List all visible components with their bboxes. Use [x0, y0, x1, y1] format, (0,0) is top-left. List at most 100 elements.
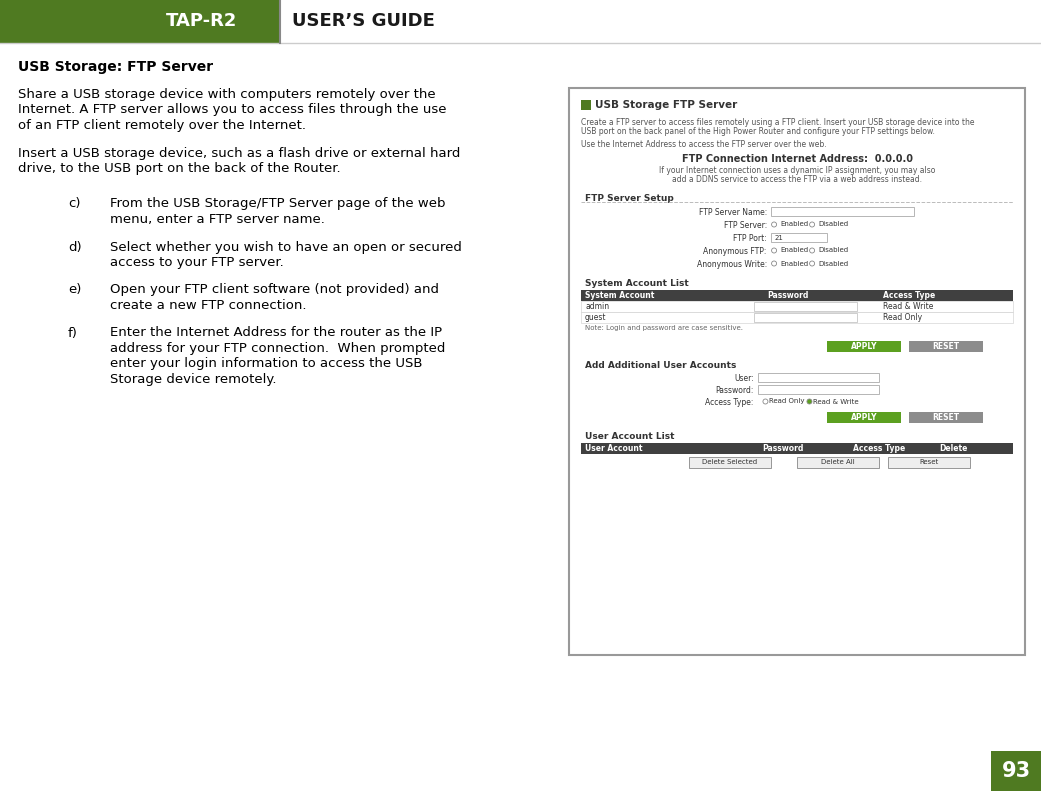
Text: USB port on the back panel of the High Power Router and configure your FTP setti: USB port on the back panel of the High P… — [581, 127, 935, 136]
Text: create a new FTP connection.: create a new FTP connection. — [110, 299, 306, 312]
Text: of an FTP client remotely over the Internet.: of an FTP client remotely over the Inter… — [18, 119, 306, 132]
Text: Password: Password — [767, 291, 808, 300]
Text: Access Type: Access Type — [884, 291, 936, 300]
Bar — [581, 301, 1013, 312]
Bar — [0, 0, 280, 43]
Text: menu, enter a FTP server name.: menu, enter a FTP server name. — [110, 213, 325, 226]
Text: USER’S GUIDE: USER’S GUIDE — [291, 13, 435, 31]
Circle shape — [771, 261, 777, 266]
Text: Anonymous FTP:: Anonymous FTP: — [704, 247, 767, 256]
Bar — [754, 313, 858, 322]
Text: e): e) — [68, 283, 81, 297]
Text: Delete Selected: Delete Selected — [703, 460, 758, 465]
Text: FTP Server Setup: FTP Server Setup — [585, 194, 674, 203]
Bar — [828, 341, 900, 352]
Text: Read & Write: Read & Write — [884, 302, 934, 311]
Text: Create a FTP server to access files remotely using a FTP client. Insert your USB: Create a FTP server to access files remo… — [581, 118, 974, 127]
Circle shape — [763, 399, 768, 404]
Text: guest: guest — [585, 313, 607, 322]
Bar — [0, 0, 1041, 43]
Text: Insert a USB storage device, such as a flash drive or external hard: Insert a USB storage device, such as a f… — [18, 146, 460, 160]
Text: f): f) — [68, 327, 78, 339]
Text: Internet. A FTP server allows you to access files through the use: Internet. A FTP server allows you to acc… — [18, 104, 447, 116]
Text: FTP Port:: FTP Port: — [733, 234, 767, 243]
Bar — [797, 457, 879, 468]
Text: Read & Write: Read & Write — [813, 399, 859, 404]
Text: Password:: Password: — [715, 386, 754, 395]
Bar — [828, 412, 900, 423]
Bar — [754, 302, 858, 311]
Circle shape — [771, 248, 777, 253]
Text: d): d) — [68, 240, 81, 253]
Text: User Account List: User Account List — [585, 432, 675, 441]
Bar — [581, 100, 591, 110]
Text: Disabled: Disabled — [818, 248, 848, 253]
Text: 93: 93 — [1001, 761, 1031, 781]
Text: Note: Login and password are case sensitive.: Note: Login and password are case sensit… — [585, 325, 743, 331]
Text: USB Storage: FTP Server: USB Storage: FTP Server — [18, 60, 213, 74]
Text: From the USB Storage/FTP Server page of the web: From the USB Storage/FTP Server page of … — [110, 198, 446, 210]
Text: TAP-R2: TAP-R2 — [166, 13, 237, 31]
Text: Access Type: Access Type — [854, 444, 906, 453]
Text: Enabled: Enabled — [780, 260, 808, 267]
Text: RESET: RESET — [933, 413, 960, 422]
Text: Reset: Reset — [919, 460, 938, 465]
Bar — [758, 385, 879, 394]
Bar — [758, 373, 879, 382]
Bar — [569, 88, 1025, 655]
Text: Access Type:: Access Type: — [706, 398, 754, 407]
Text: Enabled: Enabled — [780, 248, 808, 253]
Text: Read Only: Read Only — [769, 399, 805, 404]
Text: FTP Connection Internet Address:  0.0.0.0: FTP Connection Internet Address: 0.0.0.0 — [682, 154, 913, 164]
Text: Enabled: Enabled — [780, 221, 808, 228]
Text: Use the Internet Address to access the FTP server over the web.: Use the Internet Address to access the F… — [581, 140, 827, 149]
Text: Disabled: Disabled — [818, 260, 848, 267]
Text: USB Storage FTP Server: USB Storage FTP Server — [595, 100, 737, 110]
Bar — [888, 457, 970, 468]
Text: add a DDNS service to access the FTP via a web address instead.: add a DDNS service to access the FTP via… — [672, 175, 922, 184]
Text: enter your login information to access the USB: enter your login information to access t… — [110, 358, 423, 370]
Text: Open your FTP client software (not provided) and: Open your FTP client software (not provi… — [110, 283, 439, 297]
Text: 21: 21 — [775, 234, 783, 240]
Text: Delete All: Delete All — [821, 460, 855, 465]
Bar — [771, 207, 914, 216]
Text: System Account: System Account — [585, 291, 655, 300]
Text: Select whether you wish to have an open or secured: Select whether you wish to have an open … — [110, 240, 462, 253]
Text: Add Additional User Accounts: Add Additional User Accounts — [585, 361, 736, 370]
Circle shape — [810, 222, 814, 227]
Text: access to your FTP server.: access to your FTP server. — [110, 256, 284, 269]
Text: Password: Password — [762, 444, 804, 453]
Text: User:: User: — [734, 374, 754, 383]
Text: FTP Server:: FTP Server: — [723, 221, 767, 230]
Text: Enter the Internet Address for the router as the IP: Enter the Internet Address for the route… — [110, 327, 442, 339]
Bar — [689, 457, 771, 468]
Text: Share a USB storage device with computers remotely over the: Share a USB storage device with computer… — [18, 88, 435, 101]
Bar — [581, 290, 1013, 301]
Text: APPLY: APPLY — [850, 342, 878, 351]
Text: Storage device remotely.: Storage device remotely. — [110, 373, 277, 386]
Bar — [910, 412, 983, 423]
Circle shape — [810, 248, 814, 253]
Text: Delete: Delete — [940, 444, 968, 453]
Text: admin: admin — [585, 302, 609, 311]
Text: Read Only: Read Only — [884, 313, 922, 322]
Text: If your Internet connection uses a dynamic IP assignment, you may also: If your Internet connection uses a dynam… — [659, 166, 935, 175]
Bar — [581, 312, 1013, 323]
Text: APPLY: APPLY — [850, 413, 878, 422]
Text: FTP Server Name:: FTP Server Name: — [699, 208, 767, 217]
Text: c): c) — [68, 198, 80, 210]
Circle shape — [771, 222, 777, 227]
Circle shape — [810, 261, 814, 266]
Bar — [581, 443, 1013, 454]
Text: User Account: User Account — [585, 444, 642, 453]
Text: drive, to the USB port on the back of the Router.: drive, to the USB port on the back of th… — [18, 162, 340, 175]
Bar — [910, 341, 983, 352]
Text: address for your FTP connection.  When prompted: address for your FTP connection. When pr… — [110, 342, 446, 355]
Bar — [991, 751, 1041, 791]
Circle shape — [807, 399, 812, 404]
Text: Disabled: Disabled — [818, 221, 848, 228]
Text: Anonymous Write:: Anonymous Write: — [696, 260, 767, 269]
Text: RESET: RESET — [933, 342, 960, 351]
Bar — [771, 233, 828, 242]
Text: System Account List: System Account List — [585, 279, 689, 288]
